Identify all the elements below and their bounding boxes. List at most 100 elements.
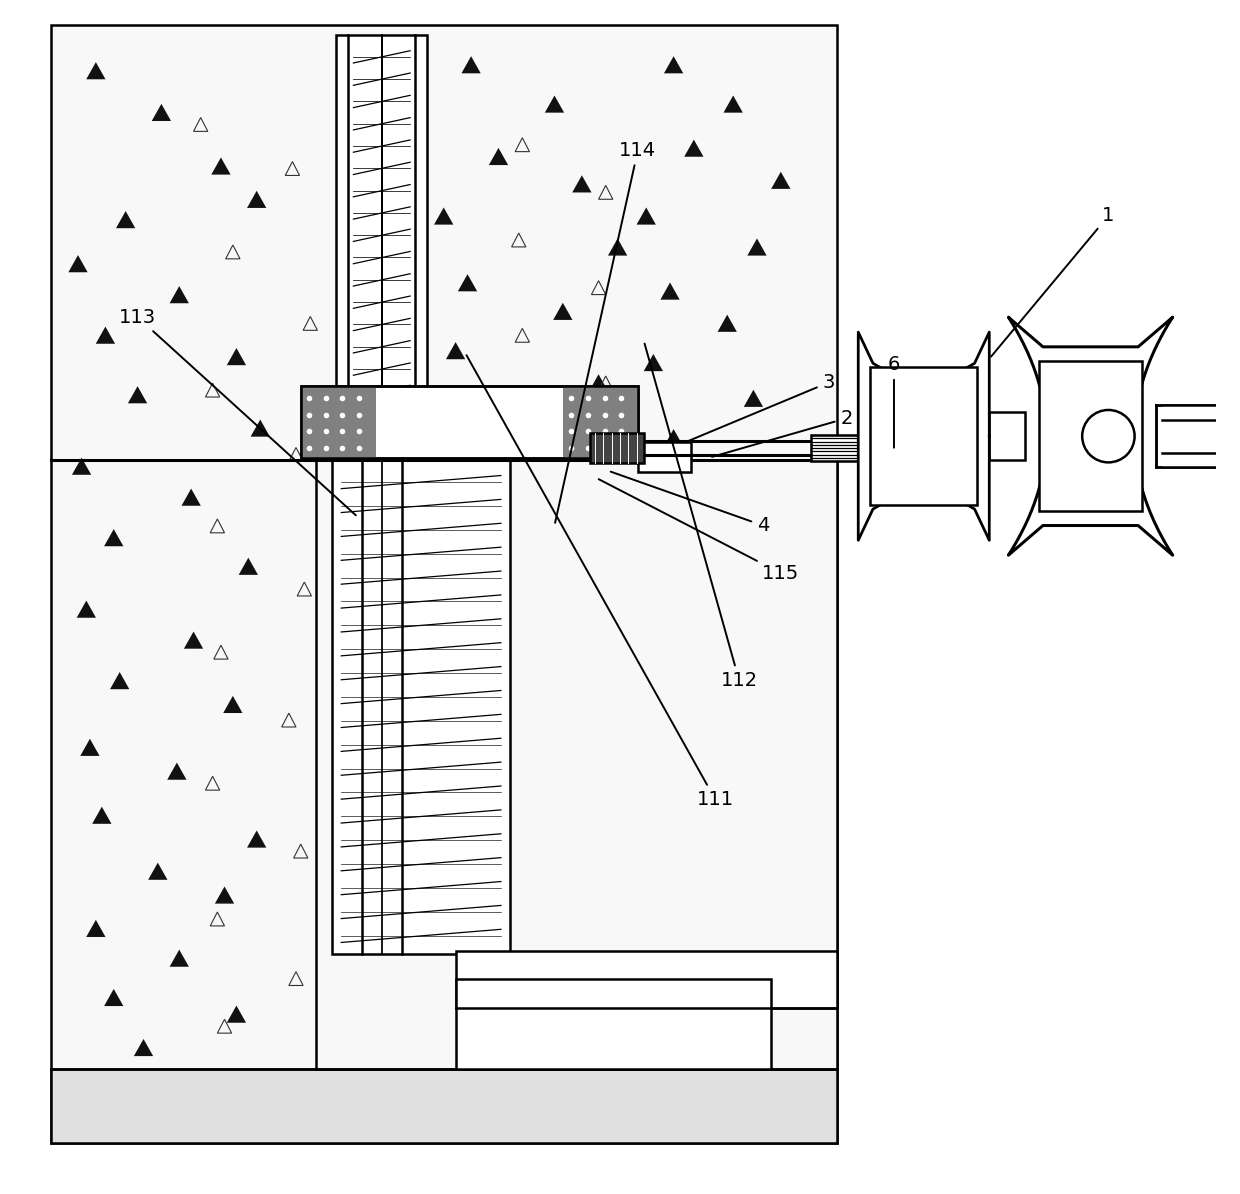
Polygon shape (238, 558, 258, 574)
Polygon shape (148, 862, 167, 880)
Polygon shape (608, 239, 627, 256)
Polygon shape (250, 419, 270, 437)
Polygon shape (548, 601, 568, 617)
Polygon shape (95, 327, 115, 344)
Bar (301, 386, 637, 457)
Polygon shape (723, 953, 743, 971)
Bar (301, 386, 637, 457)
Bar (1162, 405, 1240, 419)
Bar (811, 435, 858, 461)
Polygon shape (661, 283, 680, 300)
Polygon shape (227, 347, 246, 365)
Polygon shape (544, 96, 564, 112)
Polygon shape (1008, 318, 1173, 555)
Polygon shape (553, 303, 573, 320)
Polygon shape (434, 208, 454, 224)
Text: 4: 4 (611, 472, 769, 535)
Polygon shape (748, 239, 766, 256)
Bar (590, 433, 644, 463)
Circle shape (1083, 410, 1135, 462)
Polygon shape (577, 901, 596, 919)
Polygon shape (551, 977, 570, 995)
Polygon shape (748, 874, 766, 892)
Bar (301, 386, 376, 457)
Polygon shape (247, 831, 267, 848)
Text: 6: 6 (888, 355, 900, 448)
Polygon shape (87, 62, 105, 79)
Polygon shape (557, 457, 577, 475)
Bar (563, 386, 637, 457)
Polygon shape (77, 601, 95, 617)
Polygon shape (461, 500, 481, 518)
Polygon shape (744, 1029, 763, 1047)
Polygon shape (223, 696, 243, 713)
Polygon shape (434, 572, 454, 589)
Polygon shape (565, 831, 584, 848)
Polygon shape (184, 632, 203, 648)
Polygon shape (858, 332, 990, 540)
Polygon shape (748, 553, 766, 570)
Polygon shape (644, 672, 663, 689)
Polygon shape (644, 993, 663, 1011)
Polygon shape (170, 949, 188, 967)
Polygon shape (584, 1041, 604, 1058)
Polygon shape (667, 601, 687, 617)
Polygon shape (663, 429, 683, 447)
Bar (51, 1069, 837, 1143)
Polygon shape (461, 799, 481, 816)
Polygon shape (467, 941, 487, 959)
Polygon shape (446, 341, 465, 359)
Polygon shape (461, 56, 481, 73)
Polygon shape (128, 386, 148, 404)
Polygon shape (68, 256, 88, 272)
Text: 113: 113 (119, 308, 356, 516)
Polygon shape (458, 275, 477, 291)
Text: 2: 2 (712, 408, 853, 457)
Polygon shape (110, 672, 129, 689)
Polygon shape (450, 1013, 469, 1030)
Polygon shape (572, 176, 591, 192)
Polygon shape (771, 172, 790, 189)
Polygon shape (715, 473, 734, 491)
Polygon shape (667, 1065, 687, 1082)
Polygon shape (489, 148, 508, 165)
Polygon shape (744, 715, 763, 732)
Polygon shape (1156, 405, 1240, 467)
Bar (332, 457, 511, 954)
Bar (1162, 453, 1240, 467)
Polygon shape (227, 1005, 246, 1023)
Bar (1039, 361, 1142, 511)
Polygon shape (663, 56, 683, 73)
Polygon shape (667, 917, 687, 935)
Polygon shape (744, 389, 763, 407)
Bar (51, 25, 837, 1143)
Polygon shape (81, 739, 99, 756)
Polygon shape (644, 843, 663, 860)
Bar (455, 950, 837, 1008)
Polygon shape (104, 529, 123, 546)
Polygon shape (640, 521, 660, 538)
Polygon shape (181, 488, 201, 506)
Polygon shape (718, 315, 737, 332)
Polygon shape (134, 1039, 154, 1057)
Polygon shape (574, 533, 594, 549)
Polygon shape (117, 211, 135, 228)
Polygon shape (572, 684, 591, 701)
Polygon shape (718, 799, 737, 816)
Polygon shape (247, 191, 267, 208)
Polygon shape (441, 866, 460, 884)
Bar (316, 460, 837, 1069)
Polygon shape (723, 96, 743, 112)
Polygon shape (72, 457, 92, 475)
Polygon shape (644, 353, 663, 371)
Polygon shape (723, 632, 743, 648)
Polygon shape (461, 644, 481, 660)
Polygon shape (663, 756, 683, 773)
Polygon shape (104, 989, 123, 1007)
Polygon shape (636, 208, 656, 224)
Polygon shape (684, 140, 703, 156)
Text: 115: 115 (599, 479, 800, 583)
Polygon shape (215, 886, 234, 904)
Polygon shape (480, 421, 498, 439)
Polygon shape (92, 807, 112, 824)
